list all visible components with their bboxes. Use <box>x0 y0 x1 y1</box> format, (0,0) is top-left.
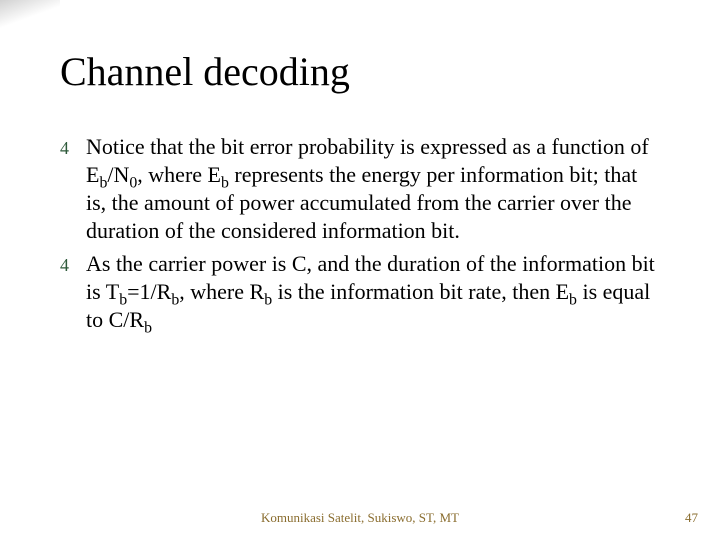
subscript: 0 <box>129 175 137 192</box>
subscript: b <box>144 319 152 336</box>
bullet-icon: 4 <box>60 139 76 159</box>
subscript: b <box>119 291 127 308</box>
subscript: b <box>171 291 179 308</box>
subscript: b <box>264 291 272 308</box>
bullet-icon: 4 <box>60 256 76 276</box>
subscript: b <box>221 175 229 192</box>
subscript: b <box>569 291 577 308</box>
corner-shadow <box>0 0 60 30</box>
bullet-list: 4 Notice that the bit error probability i… <box>60 133 660 334</box>
bullet-text: Notice that the bit error probability is… <box>86 133 660 246</box>
slide-container: Channel decoding 4 Notice that the bit er… <box>0 0 720 540</box>
subscript: b <box>99 175 107 192</box>
bullet-item: 4 As the carrier power is C, and the dur… <box>60 250 660 334</box>
bullet-item: 4 Notice that the bit error probability i… <box>60 133 660 246</box>
page-number: 47 <box>685 510 698 526</box>
footer-text: Komunikasi Satelit, Sukiswo, ST, MT <box>0 510 720 526</box>
bullet-text: As the carrier power is C, and the durat… <box>86 250 660 334</box>
slide-title: Channel decoding <box>60 48 660 95</box>
